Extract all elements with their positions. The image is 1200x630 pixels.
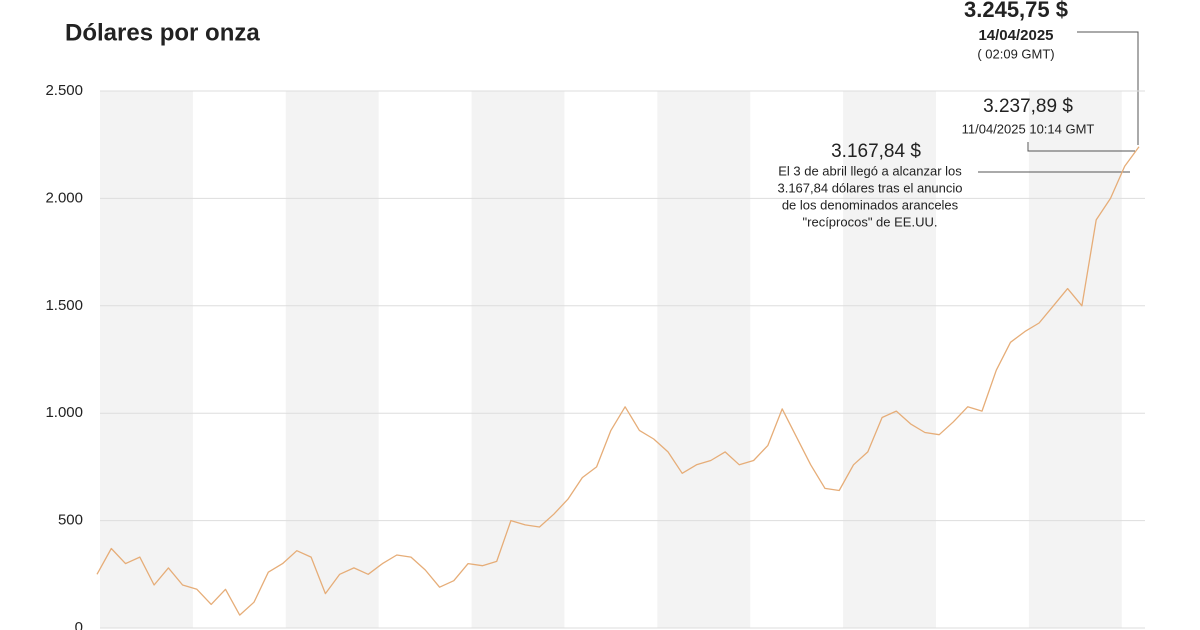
- band: [471, 91, 565, 628]
- y-tick-label: 2.500: [45, 82, 83, 99]
- annotation-text: de los denominados aranceles: [782, 197, 959, 212]
- y-tick-label: 1.500: [45, 297, 83, 314]
- band: [285, 91, 379, 628]
- annotation-date: 14/04/2025: [978, 27, 1053, 44]
- chart-title: Dólares por onza: [65, 19, 260, 46]
- annotations: 3.245,75 $ 14/04/2025 ( 02:09 GMT) 3.237…: [777, 0, 1139, 229]
- band: [100, 91, 193, 628]
- annotation-text: 3.167,84 dólares tras el anuncio: [777, 180, 962, 195]
- y-tick-label: 500: [58, 512, 83, 529]
- band: [1028, 91, 1122, 628]
- annotation-value: 3.245,75 $: [964, 0, 1068, 22]
- y-tick-label: 1.000: [45, 404, 83, 421]
- band: [657, 91, 751, 628]
- background-bands: [100, 91, 1122, 628]
- y-tick-label: 2.000: [45, 189, 83, 206]
- price-line: [96, 146, 1140, 616]
- band: [843, 91, 936, 628]
- annotation-text: "recíprocos" de EE.UU.: [803, 214, 938, 229]
- annotation-text: El 3 de abril llegó a alcanzar los: [778, 163, 962, 178]
- annotation-time: ( 02:09 GMT): [977, 46, 1054, 61]
- annotation-value: 3.237,89 $: [983, 96, 1073, 117]
- annotation-value: 3.167,84 $: [831, 141, 921, 162]
- annotation-date: 11/04/2025 10:14 GMT: [962, 121, 1095, 136]
- leader-line: [1027, 142, 1135, 152]
- y-tick-label: 0: [75, 619, 83, 630]
- leader-line: [1077, 31, 1139, 145]
